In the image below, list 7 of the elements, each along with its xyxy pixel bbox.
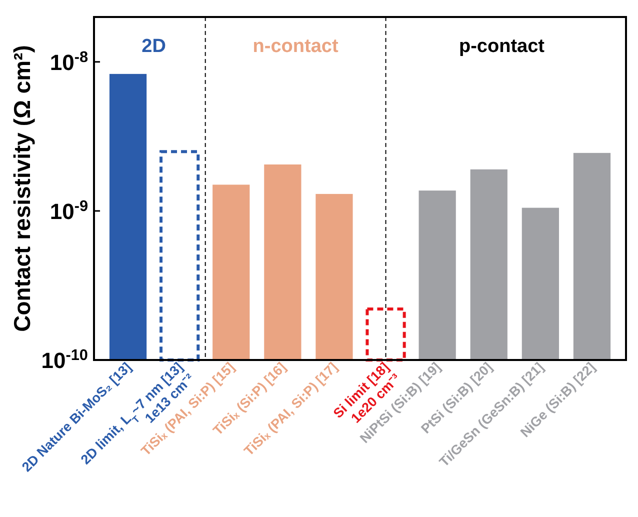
annotation: 2D bbox=[142, 36, 166, 57]
y-axis-title: Contact resistivity (Ω cm²) bbox=[9, 45, 35, 332]
annotation: n-contact bbox=[252, 36, 339, 57]
y-tick-label: 10$^{-9}$ bbox=[50, 197, 88, 224]
annotation: p-contact bbox=[459, 36, 546, 57]
y-tick-label: 10$^{-8}$ bbox=[50, 48, 88, 75]
y-tick-label: 10$^{-10}$ bbox=[41, 346, 88, 373]
